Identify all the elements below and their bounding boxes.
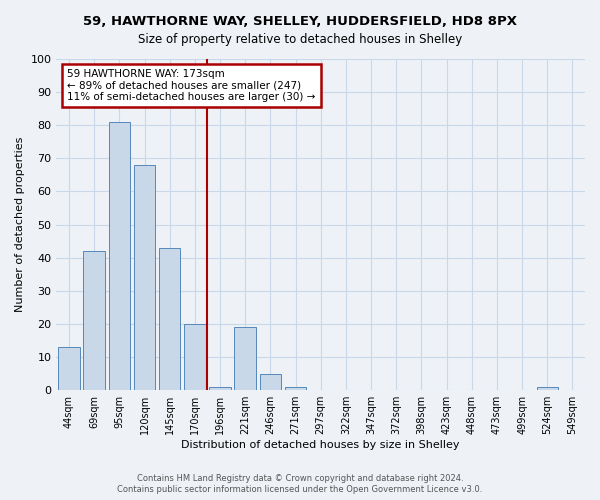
Bar xyxy=(209,387,231,390)
Text: Contains HM Land Registry data © Crown copyright and database right 2024.
Contai: Contains HM Land Registry data © Crown c… xyxy=(118,474,482,494)
Bar xyxy=(260,374,281,390)
Y-axis label: Number of detached properties: Number of detached properties xyxy=(15,137,25,312)
X-axis label: Distribution of detached houses by size in Shelley: Distribution of detached houses by size … xyxy=(181,440,460,450)
Bar xyxy=(184,324,206,390)
Bar xyxy=(134,165,155,390)
Bar xyxy=(536,387,558,390)
Text: Size of property relative to detached houses in Shelley: Size of property relative to detached ho… xyxy=(138,32,462,46)
Text: 59, HAWTHORNE WAY, SHELLEY, HUDDERSFIELD, HD8 8PX: 59, HAWTHORNE WAY, SHELLEY, HUDDERSFIELD… xyxy=(83,15,517,28)
Text: 59 HAWTHORNE WAY: 173sqm
← 89% of detached houses are smaller (247)
11% of semi-: 59 HAWTHORNE WAY: 173sqm ← 89% of detach… xyxy=(67,69,316,102)
Bar xyxy=(83,251,105,390)
Bar xyxy=(109,122,130,390)
Bar xyxy=(58,347,80,390)
Bar xyxy=(285,387,306,390)
Bar xyxy=(159,248,181,390)
Bar xyxy=(235,328,256,390)
